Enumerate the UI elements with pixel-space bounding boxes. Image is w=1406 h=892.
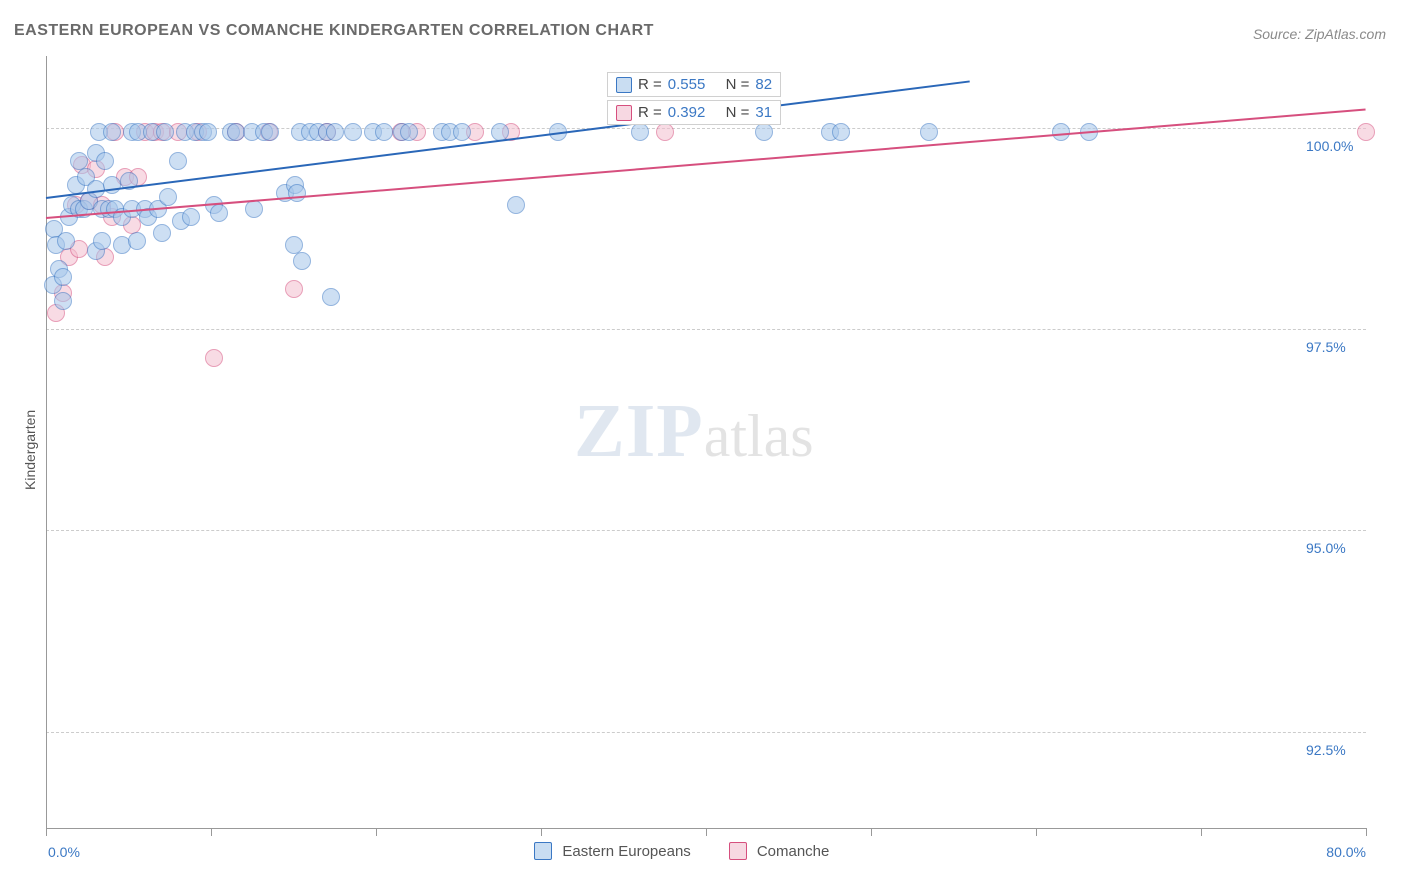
marker-comanche [1357,123,1375,141]
stat-n-value: 31 [755,104,772,121]
marker-eastern-european [755,123,773,141]
marker-eastern-european [832,123,850,141]
stats-box-comanche: R = 0.392 N = 31 [607,100,781,125]
gridline-horizontal [46,329,1366,330]
x-tick-mark [871,828,872,836]
x-tick-label: 80.0% [1326,844,1366,860]
marker-eastern-european [261,123,279,141]
marker-eastern-european [920,123,938,141]
stat-n-label: N = [726,104,750,121]
y-axis-label: Kindergarten [22,410,38,490]
stat-swatch-icon [616,105,632,121]
y-tick-label: 92.5% [1306,742,1346,758]
marker-comanche [656,123,674,141]
stat-n-label: N = [726,76,750,93]
marker-eastern-european [57,232,75,250]
marker-eastern-european [87,180,105,198]
source-label: Source: ZipAtlas.com [1253,26,1386,42]
x-tick-mark [376,828,377,836]
marker-eastern-european [288,184,306,202]
gridline-horizontal [46,732,1366,733]
legend: Eastern Europeans Comanche [534,842,857,860]
marker-eastern-european [344,123,362,141]
stats-box-eastern-european: R = 0.555 N = 82 [607,72,781,97]
marker-eastern-european [96,152,114,170]
marker-comanche [205,349,223,367]
plot-area: 92.5%95.0%97.5%100.0%0.0%80.0%R =0.555 N… [46,56,1366,828]
legend-swatch-icon [534,842,552,860]
y-tick-label: 97.5% [1306,339,1346,355]
legend-label-comanche: Comanche [757,843,830,860]
legend-swatch-icon [729,842,747,860]
marker-eastern-european [326,123,344,141]
x-tick-mark [541,828,542,836]
marker-eastern-european [159,188,177,206]
marker-eastern-european [54,292,72,310]
stat-r-value: 0.392 [668,104,706,121]
marker-eastern-european [322,288,340,306]
x-tick-mark [1201,828,1202,836]
marker-eastern-european [293,252,311,270]
marker-eastern-european [128,232,146,250]
marker-eastern-european [70,152,88,170]
stat-r-label: R = [638,76,662,93]
stat-swatch-icon [616,77,632,93]
marker-eastern-european [631,123,649,141]
legend-label-eastern-european: Eastern Europeans [562,843,690,860]
x-tick-mark [211,828,212,836]
x-tick-mark [46,828,47,836]
y-tick-label: 95.0% [1306,540,1346,556]
marker-eastern-european [199,123,217,141]
marker-eastern-european [54,268,72,286]
stat-n-value: 82 [755,76,772,93]
marker-eastern-european [507,196,525,214]
y-tick-label: 100.0% [1306,138,1353,154]
x-tick-mark [1366,828,1367,836]
gridline-horizontal [46,530,1366,531]
stat-r-value: 0.555 [668,76,706,93]
marker-eastern-european [169,152,187,170]
marker-eastern-european [210,204,228,222]
marker-eastern-european [227,123,245,141]
x-tick-mark [1036,828,1037,836]
marker-eastern-european [93,232,111,250]
x-tick-label: 0.0% [48,844,80,860]
chart-title: EASTERN EUROPEAN VS COMANCHE KINDERGARTE… [14,22,654,40]
y-axis-line [46,56,47,828]
x-tick-mark [706,828,707,836]
marker-eastern-european [285,236,303,254]
marker-eastern-european [375,123,393,141]
marker-eastern-european [245,200,263,218]
stat-r-label: R = [638,104,662,121]
marker-eastern-european [182,208,200,226]
marker-comanche [285,280,303,298]
marker-eastern-european [153,224,171,242]
